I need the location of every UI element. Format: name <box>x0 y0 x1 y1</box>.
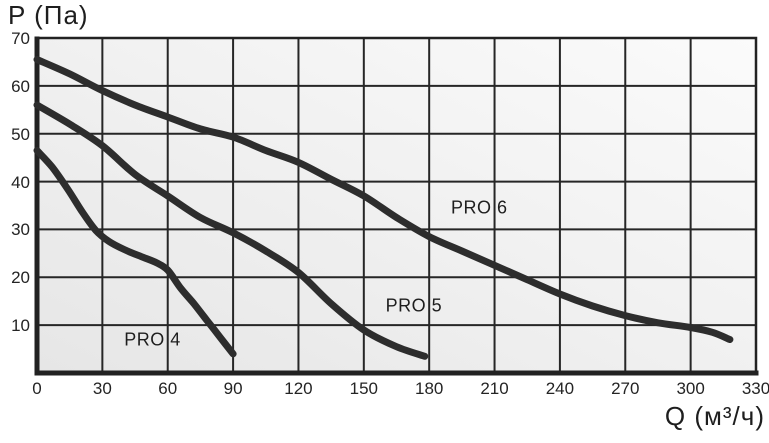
series-label-pro-5: PRO 5 <box>385 295 443 316</box>
x-tick-label-60: 60 <box>158 379 178 398</box>
curve-pro-4 <box>33 147 237 358</box>
y-tick-label-30: 30 <box>11 220 30 240</box>
y-tick-label-50: 50 <box>11 124 30 144</box>
y-tick-label-20: 20 <box>11 268 30 288</box>
curve-pro-6 <box>33 56 734 343</box>
x-tick-label-270: 270 <box>611 379 640 398</box>
y-axis-title: P (Па) <box>8 0 89 30</box>
x-tick-label-180: 180 <box>414 379 444 398</box>
y-tick-label-40: 40 <box>11 172 30 192</box>
series-label-pro-6: PRO 6 <box>451 197 508 218</box>
x-tick-label-300: 300 <box>676 379 705 398</box>
series-label-pro-4: PRO 4 <box>124 329 181 349</box>
curve-pro-5 <box>33 101 429 360</box>
x-tick-label-30: 30 <box>92 379 112 398</box>
x-tick-label-210: 210 <box>480 379 509 398</box>
y-tick-label-60: 60 <box>11 76 30 96</box>
x-tick-label-150: 150 <box>349 379 378 398</box>
y-tick-label-70: 70 <box>11 29 30 48</box>
x-tick-label-330: 330 <box>741 379 769 398</box>
x-tick-label-120: 120 <box>284 379 313 398</box>
y-tick-label-10: 10 <box>11 316 30 336</box>
x-tick-label-90: 90 <box>223 379 243 398</box>
x-tick-label-240: 240 <box>545 379 575 398</box>
x-tick-label-0: 0 <box>32 379 42 398</box>
x-axis-title: Q (м³/ч) <box>664 401 765 431</box>
